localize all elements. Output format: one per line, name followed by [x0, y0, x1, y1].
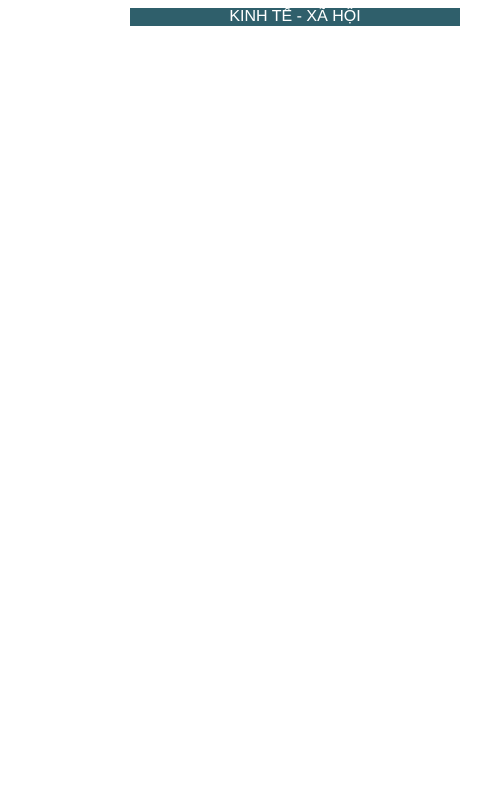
title: KINH TẾ - XÃ HỘI	[130, 8, 460, 26]
